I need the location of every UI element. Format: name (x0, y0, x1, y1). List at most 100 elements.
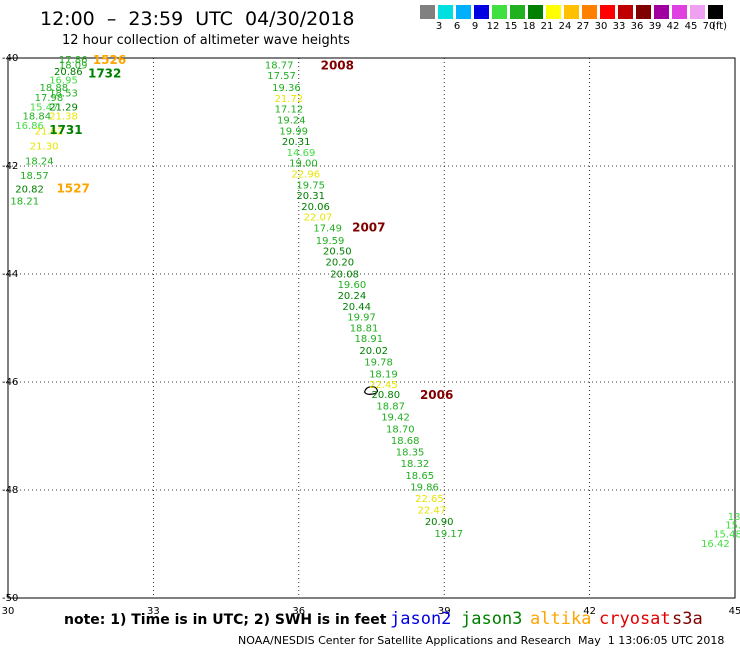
wave-height-value: 18.70 (386, 424, 415, 435)
scale-swatch (438, 5, 453, 19)
wave-height-value: 17.98 (35, 93, 64, 104)
wave-height-value: 20.44 (342, 302, 371, 313)
wave-height-value: 17.12 (275, 105, 304, 116)
scale-label: 30 (594, 21, 608, 32)
generation-timestamp: May 1 13:06:05 UTC 2018 (578, 634, 725, 647)
units-note: note: 1) Time is in UTC; 2) SWH is in fe… (64, 612, 387, 628)
wave-height-value: 19.60 (338, 280, 367, 291)
scale-label: 9 (471, 21, 479, 32)
scale-label: 36 (630, 21, 644, 32)
wave-height-value: 21.29 (49, 103, 78, 114)
chart-title: 12:00 – 23:59 UTC 04/30/2018 (40, 8, 355, 30)
scale-label: 39 (648, 21, 662, 32)
wave-height-value: 19.59 (316, 236, 345, 247)
wave-height-value: 16.95 (49, 76, 78, 87)
island-outline (363, 386, 379, 395)
wave-height-value: 18.65 (405, 471, 434, 482)
wave-height-value: 20.24 (338, 291, 367, 302)
wave-height-value: 18.09 (59, 60, 88, 71)
wave-height-value: 22.07 (304, 213, 333, 224)
wave-height-value: 16.86 (15, 121, 44, 132)
lon-tick-label: 45 (729, 606, 740, 617)
scale-swatch (708, 5, 723, 19)
wave-height-value: 21.30 (30, 141, 59, 152)
satellite-altika: altika (530, 609, 592, 629)
pass-time-label: 2008 (321, 58, 354, 72)
lon-tick-label: 36 (292, 606, 305, 617)
wave-height-value: 18.77 (265, 60, 294, 71)
scale-swatch (546, 5, 561, 19)
wave-height-value: 17.57 (267, 71, 296, 82)
wave-height-value: 19.78 (364, 357, 393, 368)
scale-swatch (474, 5, 489, 19)
lon-tick-label: 33 (147, 606, 160, 617)
scale-label: 6 (453, 21, 461, 32)
agency-credit: NOAA/NESDIS Center for Satellite Applica… (238, 634, 572, 647)
wave-height-value: 22.45 (369, 380, 398, 391)
lon-tick-label: 42 (583, 606, 596, 617)
wave-height-value: 17.86 (59, 55, 88, 66)
satellite-jason3: jason3 (461, 609, 523, 629)
scale-label: 33 (612, 21, 626, 32)
lat-tick-label: -46 (2, 377, 18, 388)
wave-height-value: 16.42 (701, 539, 730, 550)
scale-swatch (420, 5, 435, 19)
wave-height-value: 19.97 (347, 313, 376, 324)
wave-height-value: 15.48 (713, 530, 740, 541)
pass-time-label: 1731 (49, 123, 82, 137)
lon-tick-label: 39 (438, 606, 451, 617)
satellite-jason2: jason2 (390, 609, 452, 629)
wave-height-value: 20.20 (325, 258, 354, 269)
map-frame (7, 57, 736, 599)
scale-label: 15 (504, 21, 518, 32)
wave-height-value: 21.38 (49, 112, 78, 123)
scale-swatch (672, 5, 687, 19)
wave-height-value: 18.21 (10, 196, 39, 207)
wave-height-value: 22.65 (415, 494, 444, 505)
scale-swatch (564, 5, 579, 19)
wave-height-value: 18.68 (391, 436, 420, 447)
wave-height-value: 19.17 (435, 529, 464, 540)
scale-swatch (600, 5, 615, 19)
pass-time-label: 2006 (420, 388, 453, 402)
wave-height-value: 18.84 (23, 112, 52, 123)
wave-height-value: 14.69 (287, 148, 316, 159)
pass-time-label: 1732 (88, 67, 121, 81)
wave-height-value: 20.50 (323, 247, 352, 258)
scale-swatch (690, 5, 705, 19)
wave-height-value: 18.35 (396, 448, 425, 459)
wave-height-value: 19.99 (279, 126, 308, 137)
wave-height-value: 21.62 (35, 126, 64, 137)
lat-tick-label: -44 (2, 269, 18, 280)
scale-swatch (492, 5, 507, 19)
lat-tick-label: -50 (2, 593, 18, 604)
scale-swatch (618, 5, 633, 19)
scale-label: 21 (540, 21, 554, 32)
lat-tick-label: -40 (2, 53, 18, 64)
wave-height-value: 20.31 (296, 191, 325, 202)
lat-tick-label: -48 (2, 485, 18, 496)
wave-height-value: 15.47 (30, 103, 59, 114)
wave-height-value: 19.24 (277, 115, 306, 126)
wave-height-value: 15.1 (725, 520, 740, 531)
scale-label: 18 (522, 21, 536, 32)
scale-swatch (510, 5, 525, 19)
wave-height-value: 20.82 (15, 185, 44, 196)
wave-height-value: 17.49 (313, 223, 342, 234)
wave-height-value: 19.00 (289, 159, 318, 170)
wave-height-value: 22.47 (418, 505, 447, 516)
scale-swatch (636, 5, 651, 19)
wave-height-value: 18.87 (376, 402, 405, 413)
pass-time-label: 2007 (352, 220, 385, 234)
scale-label: 42 (666, 21, 680, 32)
wave-height-value: 20.86 (54, 67, 83, 78)
chart-subtitle: 12 hour collection of altimeter wave hei… (62, 33, 350, 48)
wave-height-value: 19.36 (272, 83, 301, 94)
scale-label: 70 (702, 21, 716, 32)
scale-label: 27 (576, 21, 590, 32)
scale-swatch (456, 5, 471, 19)
wave-height-value: 18.88 (40, 83, 69, 94)
wave-height-value: 20.06 (301, 202, 330, 213)
wave-height-value: 21.72 (275, 94, 304, 105)
